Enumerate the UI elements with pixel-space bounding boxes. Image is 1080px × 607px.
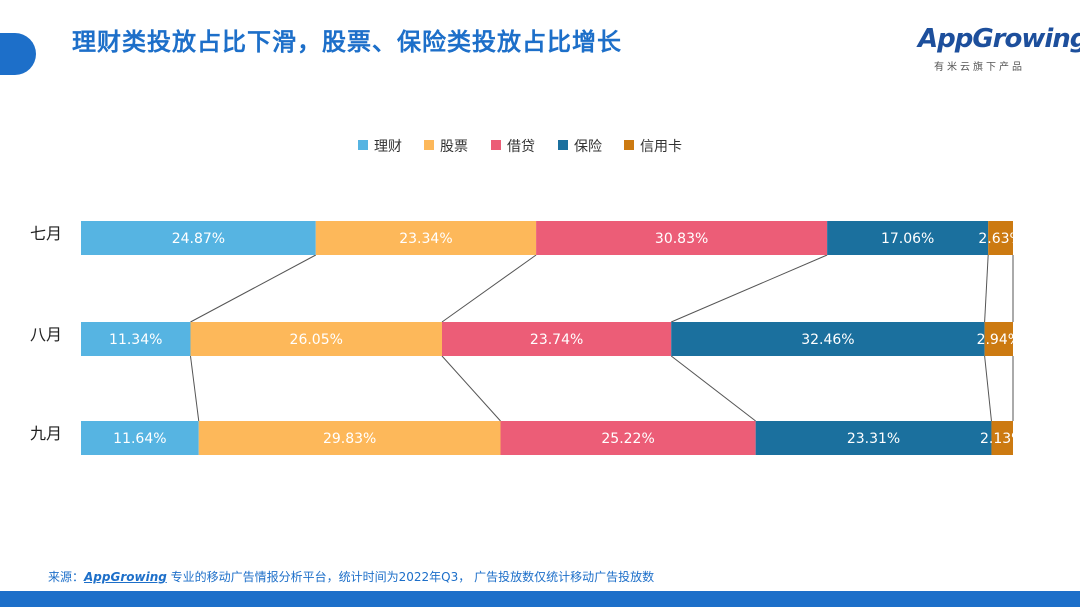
bar-value-label: 25.22% (601, 431, 654, 447)
bar-segment (991, 421, 1013, 455)
bar-value-label: 23.31% (847, 431, 900, 447)
bar-value-label: 32.46% (801, 332, 854, 348)
bar-segment (190, 322, 443, 356)
connector-line (984, 355, 992, 422)
chart-legend: 理财 股票 借贷 保险 信用卡 (358, 139, 682, 155)
legend-label: 保险 (574, 139, 602, 155)
legend-swatch (358, 140, 368, 150)
bar-segment (198, 421, 501, 455)
legend-swatch (491, 140, 501, 150)
bar-value-label: 26.05% (290, 332, 343, 348)
bar-segment (81, 421, 199, 455)
legend-swatch (558, 140, 568, 150)
footer-bar (0, 591, 1080, 607)
bar-value-label: 24.87% (172, 231, 225, 247)
bar-segment (988, 221, 1013, 255)
bar-segment (315, 221, 537, 255)
legend-swatch (424, 140, 434, 150)
connector-line (189, 355, 200, 422)
bar-segment (755, 421, 992, 455)
legend-item: 借贷 (491, 139, 535, 155)
appgrowing-logo: AppGrowing 有米云旗下产品 (918, 24, 1080, 74)
connector-lines (189, 254, 1014, 422)
source-note: 来源：AppGrowing 专业的移动广告情报分析平台，统计时间为2022年Q3… (48, 568, 654, 585)
legend-item: 股票 (424, 139, 468, 155)
legend-label: 股票 (440, 139, 468, 155)
bar-segment (500, 421, 756, 455)
bar-segment (671, 322, 985, 356)
source-brand-link[interactable]: AppGrowing (84, 570, 167, 584)
legend-item: 理财 (358, 139, 402, 155)
connector-line (670, 355, 756, 422)
section-tab (0, 33, 36, 75)
legend-item: 信用卡 (624, 139, 682, 155)
bar-value-label: 11.64% (113, 431, 166, 447)
connector-line (190, 254, 317, 323)
source-text: 专业的移动广告情报分析平台，统计时间为2022年Q3， 广告投放数仅统计移动广告… (166, 570, 655, 584)
bar-value-label: 30.83% (655, 231, 708, 247)
bar-value-label: 17.06% (881, 231, 934, 247)
bar-segment (984, 322, 1013, 356)
page-title: 理财类投放占比下滑，股票、保险类投放占比增长 (72, 28, 622, 56)
legend-label: 借贷 (507, 139, 535, 155)
bar-value-label: 23.34% (399, 231, 452, 247)
legend-label: 信用卡 (640, 139, 682, 155)
bar-value-label: 23.74% (530, 332, 583, 348)
connector-line (441, 355, 501, 422)
bar-group: 24.87% 23.34% 30.83% 17.06% 2.63% 11.34% 26.05… (81, 221, 1024, 455)
category-label: 七月 (30, 224, 62, 243)
stacked-bar-chart: 理财 股票 借贷 保险 信用卡 24.87% 23.34% 30.83% 17.06% 2.63… (30, 139, 1024, 455)
logo-subtitle: 有米云旗下产品 (934, 62, 1025, 73)
bar-segment (81, 221, 316, 255)
bar-value-label: 11.34% (109, 332, 162, 348)
connector-line (671, 254, 828, 323)
legend-label: 理财 (374, 139, 402, 155)
category-label: 八月 (30, 325, 62, 344)
bar-segment (81, 322, 191, 356)
bar-value-label: 2.13% (980, 431, 1024, 447)
legend-item: 保险 (558, 139, 602, 155)
logo-text: AppGrowing (918, 24, 1080, 54)
bar-segment (827, 221, 989, 255)
source-prefix: 来源： (48, 570, 85, 584)
bar-value-label: 29.83% (323, 431, 376, 447)
bar-segment (442, 322, 672, 356)
category-label: 九月 (30, 424, 62, 443)
bar-value-label: 2.63% (978, 231, 1022, 247)
bar-value-label: 2.94% (977, 332, 1021, 348)
bar-segment (536, 221, 828, 255)
connector-line (441, 254, 537, 323)
connector-line (984, 254, 989, 323)
legend-swatch (624, 140, 634, 150)
